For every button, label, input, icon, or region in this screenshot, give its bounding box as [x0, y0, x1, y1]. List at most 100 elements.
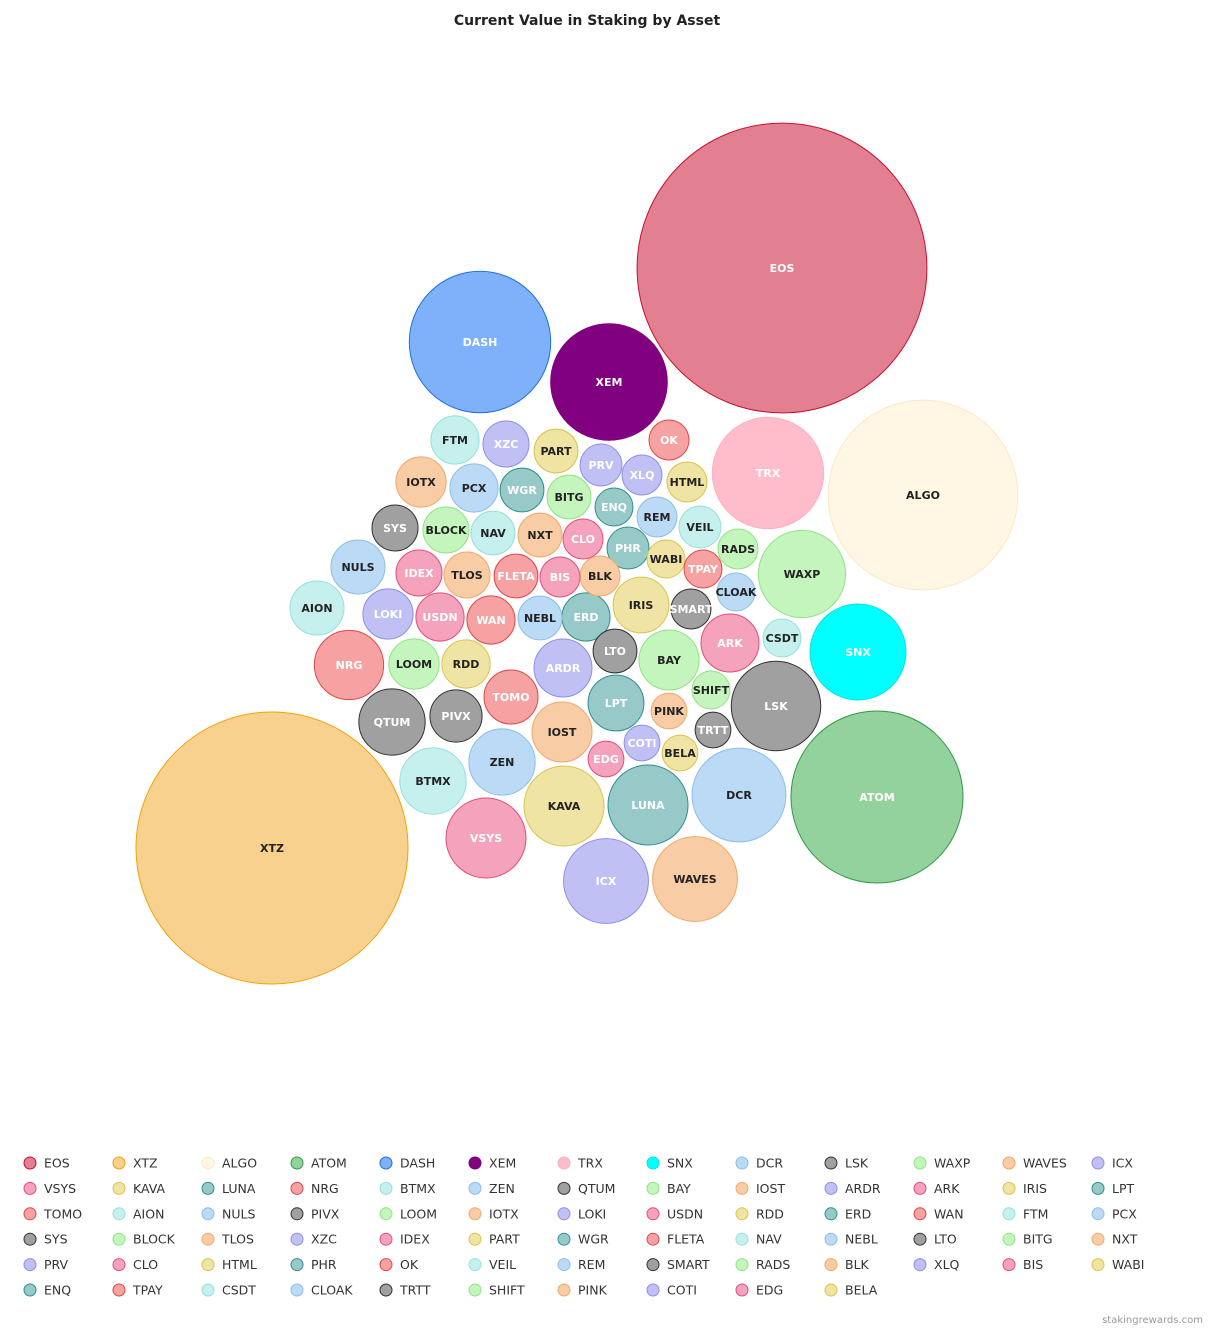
legend-label[interactable]: TRTT	[399, 1283, 431, 1298]
legend-label[interactable]: XEM	[489, 1156, 516, 1171]
legend-marker	[201, 1181, 215, 1195]
legend-label[interactable]: LUNA	[222, 1181, 256, 1196]
legend-label[interactable]: SHIFT	[489, 1283, 525, 1298]
legend-label[interactable]: ZEN	[489, 1181, 515, 1196]
legend-label[interactable]: KAVA	[133, 1181, 165, 1196]
legend-label[interactable]: COTI	[667, 1283, 697, 1298]
legend-marker	[379, 1232, 393, 1246]
legend-label[interactable]: PCX	[1112, 1206, 1137, 1221]
legend-label[interactable]: WAN	[934, 1206, 964, 1221]
legend-label[interactable]: BTMX	[400, 1181, 436, 1196]
legend-label[interactable]: ENQ	[44, 1283, 71, 1298]
bubble-label: NEBL	[524, 612, 556, 625]
legend-label[interactable]: XZC	[311, 1232, 337, 1247]
bubble-label: WAVES	[673, 873, 716, 886]
bubble-label: RDD	[453, 658, 480, 671]
legend-label[interactable]: DASH	[400, 1156, 435, 1171]
legend-marker	[112, 1156, 126, 1170]
legend-label[interactable]: ATOM	[311, 1156, 347, 1171]
bubble-label: PINK	[654, 705, 684, 718]
legend-label[interactable]: CLOAK	[311, 1283, 353, 1298]
legend-label[interactable]: WABI	[1112, 1257, 1145, 1272]
legend-label[interactable]: WGR	[578, 1232, 609, 1247]
legend-label[interactable]: WAVES	[1023, 1156, 1067, 1171]
bubble	[482, 420, 530, 468]
legend-label[interactable]: RDD	[756, 1206, 784, 1221]
legend-label[interactable]: IDEX	[400, 1232, 430, 1247]
legend-label[interactable]: PINK	[578, 1283, 608, 1298]
legend-label[interactable]: USDN	[667, 1206, 703, 1221]
legend-label[interactable]: ARK	[934, 1181, 960, 1196]
legend-label[interactable]: VSYS	[44, 1181, 76, 1196]
legend-label[interactable]: TRX	[577, 1156, 603, 1171]
legend-label[interactable]: XLQ	[934, 1257, 960, 1272]
legend-label[interactable]: XTZ	[133, 1156, 158, 1171]
legend-label[interactable]: QTUM	[578, 1181, 615, 1196]
legend-label[interactable]: ARDR	[845, 1181, 881, 1196]
legend-label[interactable]: NAV	[756, 1232, 782, 1247]
legend-label[interactable]: RADS	[756, 1257, 790, 1272]
legend-label[interactable]: DCR	[756, 1156, 783, 1171]
legend-label[interactable]: EDG	[756, 1283, 783, 1298]
legend-label[interactable]: ICX	[1112, 1156, 1133, 1171]
legend-label[interactable]: SNX	[667, 1156, 693, 1171]
bubble	[652, 836, 738, 922]
legend-label[interactable]: TLOS	[221, 1232, 254, 1247]
legend-label[interactable]: SMART	[667, 1257, 710, 1272]
legend-label[interactable]: BIS	[1023, 1257, 1043, 1272]
legend-label[interactable]: BLOCK	[133, 1232, 176, 1247]
legend-label[interactable]: VEIL	[489, 1257, 516, 1272]
legend-label[interactable]: ALGO	[222, 1156, 257, 1171]
legend-label[interactable]: IRIS	[1023, 1181, 1047, 1196]
legend-label[interactable]: HTML	[222, 1257, 257, 1272]
legend-label[interactable]: PRV	[44, 1257, 69, 1272]
legend-label[interactable]: BELA	[845, 1283, 878, 1298]
bubble	[691, 747, 787, 843]
legend-label[interactable]: FTM	[1023, 1206, 1048, 1221]
bubble-label: ENQ	[601, 501, 627, 514]
bubble-label: LTO	[604, 645, 626, 658]
legend-label[interactable]: OK	[400, 1257, 419, 1272]
legend-label[interactable]: LPT	[1112, 1181, 1135, 1196]
legend-label[interactable]: BAY	[667, 1181, 691, 1196]
legend-label[interactable]: PART	[489, 1232, 520, 1247]
legend-label[interactable]: LSK	[845, 1156, 869, 1171]
legend-label[interactable]: CLO	[133, 1257, 158, 1272]
legend-label[interactable]: PIVX	[311, 1206, 340, 1221]
legend-label[interactable]: ERD	[845, 1206, 871, 1221]
legend-label[interactable]: NRG	[311, 1181, 339, 1196]
legend-label[interactable]: LTO	[934, 1232, 957, 1247]
legend-marker	[379, 1207, 393, 1221]
legend-label[interactable]: NXT	[1112, 1232, 1138, 1247]
legend-label[interactable]: TPAY	[132, 1283, 163, 1298]
legend-label[interactable]: CSDT	[222, 1283, 256, 1298]
bubble-label: FLETA	[497, 570, 535, 583]
bubble	[717, 528, 759, 570]
legend-marker	[735, 1181, 749, 1195]
legend-label[interactable]: SYS	[44, 1232, 68, 1247]
legend-label[interactable]: BLK	[845, 1257, 870, 1272]
legend-marker	[735, 1207, 749, 1221]
bubble-label: SHIFT	[693, 684, 730, 697]
legend-label[interactable]: WAXP	[934, 1156, 971, 1171]
bubble-label: NAV	[480, 527, 506, 540]
legend-label[interactable]: PHR	[311, 1257, 337, 1272]
bubble	[730, 660, 822, 752]
legend-label[interactable]: BITG	[1023, 1232, 1053, 1247]
bubble	[716, 572, 756, 612]
legend-label[interactable]: EOS	[44, 1156, 70, 1171]
legend-label[interactable]: REM	[578, 1257, 605, 1272]
bubble-label: IRIS	[629, 599, 654, 612]
legend-label[interactable]: IOTX	[489, 1206, 519, 1221]
legend-label[interactable]: LOKI	[578, 1206, 606, 1221]
legend-label[interactable]: IOST	[756, 1181, 785, 1196]
legend-label[interactable]: FLETA	[667, 1232, 705, 1247]
bubble-label: PIVX	[441, 710, 471, 723]
legend-label[interactable]: AION	[133, 1206, 164, 1221]
legend-label[interactable]: NULS	[222, 1206, 255, 1221]
bubble	[592, 628, 638, 674]
legend-label[interactable]: LOOM	[400, 1206, 437, 1221]
legend-label[interactable]: NEBL	[845, 1232, 878, 1247]
legend-label[interactable]: TOMO	[43, 1206, 82, 1221]
legend-marker	[290, 1283, 304, 1297]
